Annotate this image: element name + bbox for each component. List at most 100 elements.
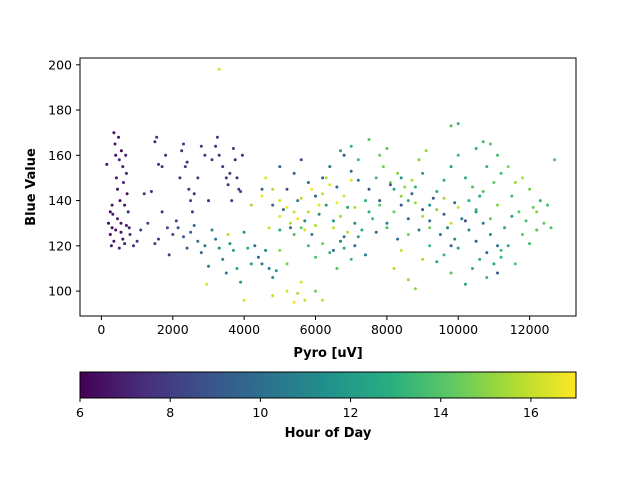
data-point (410, 178, 414, 182)
data-point (278, 228, 282, 232)
data-point (499, 255, 503, 259)
data-point (467, 228, 471, 232)
data-point (109, 244, 113, 248)
data-point (226, 233, 230, 236)
data-point (553, 158, 557, 162)
data-point (203, 153, 207, 157)
data-point (496, 153, 499, 157)
data-point (378, 153, 382, 157)
data-point (378, 203, 382, 207)
data-point (187, 187, 191, 191)
data-point (207, 199, 210, 203)
data-point (185, 246, 189, 250)
data-point (506, 165, 510, 169)
data-point (215, 135, 219, 139)
x-axis: 0 2000 4000 6000 8000 10000 12000 (97, 316, 550, 337)
data-point (374, 176, 378, 180)
data-point (392, 187, 396, 191)
data-point (121, 237, 125, 241)
data-point (221, 257, 225, 261)
data-point (331, 248, 335, 252)
data-point (528, 242, 532, 246)
data-point (110, 203, 114, 207)
data-point (182, 235, 185, 239)
data-point (180, 149, 184, 153)
data-point (321, 298, 325, 302)
data-point (449, 271, 453, 275)
data-point (292, 171, 296, 175)
data-point (546, 203, 549, 207)
data-point (438, 233, 442, 236)
data-point (281, 208, 285, 212)
data-point (210, 158, 214, 162)
data-point (171, 233, 175, 236)
data-point (321, 242, 325, 246)
data-point (356, 235, 360, 239)
data-point (346, 230, 350, 234)
data-point (478, 194, 482, 198)
data-point (124, 224, 128, 227)
data-point (112, 239, 116, 243)
data-point (174, 219, 178, 223)
data-point (228, 171, 232, 175)
data-point (108, 210, 112, 214)
data-point (271, 294, 275, 298)
x-axis-label: Pyro [uV] (293, 346, 362, 361)
data-point (385, 221, 389, 225)
data-point (331, 226, 335, 230)
data-point (524, 219, 528, 223)
data-point (435, 190, 439, 193)
data-point (303, 219, 307, 223)
data-point (356, 158, 360, 162)
data-point (256, 255, 260, 259)
data-point (392, 267, 396, 270)
data-point (342, 235, 346, 239)
data-point (317, 212, 321, 216)
data-point (217, 246, 221, 250)
data-point (496, 244, 499, 248)
data-point (249, 203, 253, 207)
data-point (399, 176, 403, 180)
data-point (535, 210, 539, 214)
data-point (339, 214, 342, 218)
data-point (449, 165, 453, 169)
data-point (410, 192, 414, 196)
data-point (237, 187, 241, 191)
data-point (463, 219, 467, 223)
y-tick-label: 160 (48, 148, 72, 163)
data-point (157, 237, 160, 241)
data-point (196, 239, 200, 243)
data-point (417, 158, 421, 162)
data-point (335, 267, 339, 270)
data-point (388, 181, 392, 184)
data-point (235, 176, 239, 180)
data-point (114, 176, 118, 180)
data-point (421, 257, 425, 261)
data-point (196, 176, 200, 180)
data-point (428, 203, 432, 207)
data-point (506, 244, 510, 248)
data-point (139, 228, 143, 232)
data-point (127, 226, 131, 230)
data-point (278, 199, 282, 203)
data-point (224, 271, 228, 275)
data-point (116, 217, 119, 221)
data-point (481, 140, 485, 144)
colorbar (79, 371, 577, 399)
data-point (157, 162, 160, 166)
data-point (485, 276, 489, 279)
data-point (314, 224, 317, 227)
data-point (117, 135, 120, 139)
data-point (314, 289, 317, 293)
data-point (126, 210, 130, 214)
data-point (496, 203, 499, 207)
data-point (406, 233, 410, 236)
data-point (296, 217, 300, 221)
y-axis: 100 120 140 160 180 200 (48, 57, 80, 299)
data-point (260, 187, 264, 191)
data-point (456, 246, 460, 250)
data-point (317, 203, 321, 207)
data-point (306, 210, 310, 214)
data-point (292, 210, 296, 214)
data-point (474, 147, 478, 150)
